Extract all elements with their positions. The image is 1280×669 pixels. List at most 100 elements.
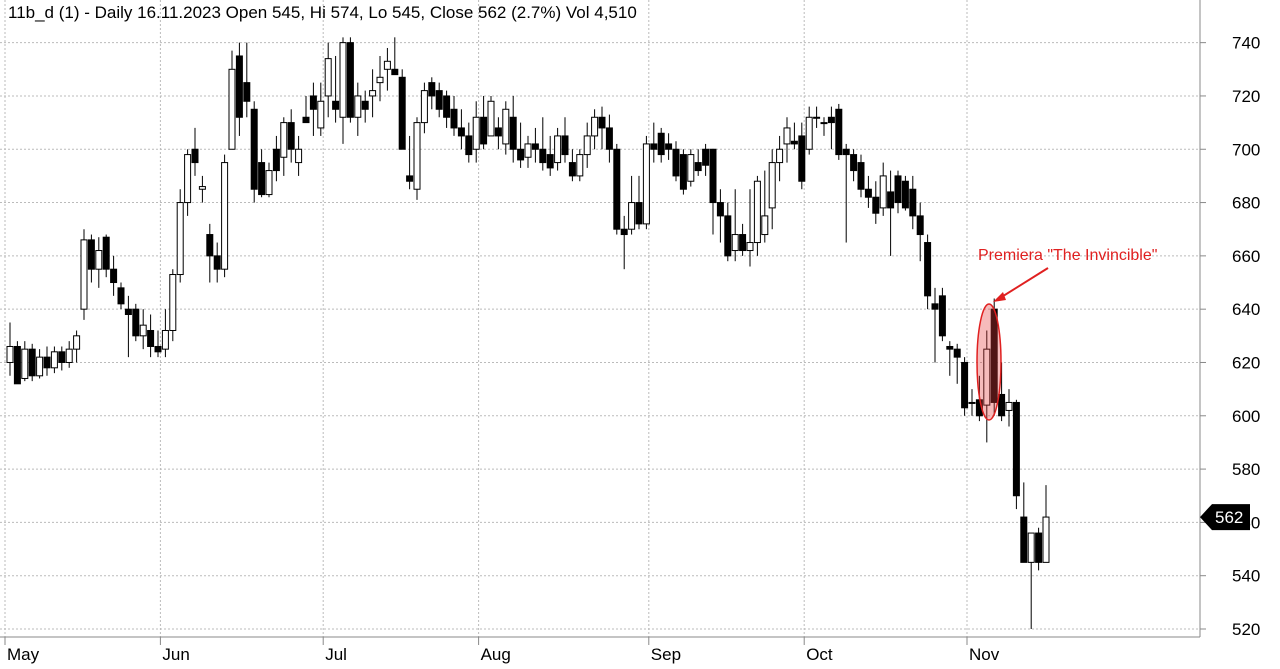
candle-body xyxy=(391,68,399,76)
candle-body xyxy=(1012,401,1020,497)
candle-body xyxy=(620,228,628,236)
candle-body xyxy=(635,202,643,225)
candle-body xyxy=(924,242,932,297)
candle-body xyxy=(494,127,502,137)
candle-body xyxy=(576,154,584,177)
candle-body xyxy=(983,348,991,406)
candle-body xyxy=(864,188,872,198)
candle-body xyxy=(539,148,547,164)
candle-body xyxy=(58,351,66,363)
candle-body xyxy=(80,239,88,310)
candle-body xyxy=(502,108,510,145)
candle-body xyxy=(465,135,473,156)
candle-body xyxy=(561,135,569,156)
candle-body xyxy=(709,148,717,204)
candle-body xyxy=(191,148,199,164)
candle-body xyxy=(50,351,58,369)
y-tick-label: 540 xyxy=(1232,567,1260,586)
x-tick-label: Jul xyxy=(325,645,347,664)
x-tick-label: May xyxy=(7,645,40,664)
candle-body xyxy=(998,393,1006,417)
candle-body xyxy=(1035,532,1043,563)
candle-body xyxy=(406,175,414,182)
chart-title: 11b_d (1) - Daily 16.11.2023 Open 545, H… xyxy=(8,3,637,22)
candle-body xyxy=(524,143,532,158)
candle-body xyxy=(147,329,155,347)
candle-body xyxy=(132,308,140,337)
x-tick-label: Aug xyxy=(481,645,511,664)
candle-body xyxy=(761,215,769,236)
candle-body xyxy=(916,215,924,236)
candle-body xyxy=(694,162,702,172)
candle-body xyxy=(428,82,436,97)
candle-body xyxy=(65,348,73,363)
candle-body xyxy=(835,108,843,156)
candle-body xyxy=(901,180,909,209)
candle-body xyxy=(28,348,36,377)
candle-body xyxy=(820,122,828,125)
candle-body xyxy=(805,116,813,150)
candle-body xyxy=(21,348,29,379)
y-tick-label: 680 xyxy=(1232,194,1260,213)
candle-body xyxy=(568,162,576,177)
candle-body xyxy=(650,143,658,150)
candle-body xyxy=(879,175,887,209)
candle-body xyxy=(398,76,406,150)
candle-body xyxy=(302,116,310,124)
candle-body xyxy=(716,202,724,217)
candle-body xyxy=(154,345,162,353)
y-tick-label: 660 xyxy=(1232,247,1260,266)
y-tick-label: 640 xyxy=(1232,300,1260,319)
candle-body xyxy=(339,42,347,118)
candle-body xyxy=(642,143,650,225)
candle-body xyxy=(176,202,184,276)
highlight-ellipse xyxy=(976,303,1002,421)
candle-body xyxy=(139,324,147,337)
candle-body xyxy=(346,42,354,118)
candle-body xyxy=(235,55,243,118)
candle-body xyxy=(909,188,917,217)
candle-body xyxy=(361,100,369,110)
candle-body xyxy=(487,100,495,137)
candle-body xyxy=(1042,516,1050,563)
candle-body xyxy=(768,162,776,209)
x-tick-label: Jun xyxy=(162,645,189,664)
candle-body xyxy=(591,116,599,137)
y-tick-label: 600 xyxy=(1232,407,1260,426)
candle-body xyxy=(724,215,732,257)
candle-body xyxy=(598,116,606,129)
candle-body xyxy=(517,148,525,161)
candle-body xyxy=(435,90,443,110)
candle-body xyxy=(827,116,835,124)
candle-body xyxy=(665,143,673,150)
candle-body xyxy=(554,135,562,164)
candle-body xyxy=(369,90,377,97)
candle-body xyxy=(280,122,288,158)
candle-body xyxy=(546,154,554,169)
candle-body xyxy=(309,95,317,110)
candle-body xyxy=(161,329,169,350)
candle-body xyxy=(124,308,132,316)
candle-body xyxy=(324,58,332,97)
candle-body xyxy=(1027,532,1035,563)
candle-body xyxy=(450,108,458,129)
candle-body xyxy=(87,239,95,270)
y-tick-label: 720 xyxy=(1232,87,1260,106)
candle-body xyxy=(605,127,613,150)
candle-body xyxy=(872,196,880,214)
candle-body xyxy=(1020,516,1028,563)
candle-body xyxy=(894,175,902,204)
candle-body xyxy=(413,122,421,190)
candle-body xyxy=(317,100,325,129)
x-tick-label: Nov xyxy=(969,645,1000,664)
candle-body xyxy=(272,148,280,172)
candle-body xyxy=(857,162,865,190)
candle-body xyxy=(531,143,539,150)
candle-body xyxy=(672,148,680,177)
candle-body xyxy=(228,68,236,150)
price-tag xyxy=(1200,504,1250,531)
candle-body xyxy=(184,154,192,204)
candle-body xyxy=(258,162,266,196)
annotation: Premiera "The Invincible" xyxy=(978,247,1157,264)
